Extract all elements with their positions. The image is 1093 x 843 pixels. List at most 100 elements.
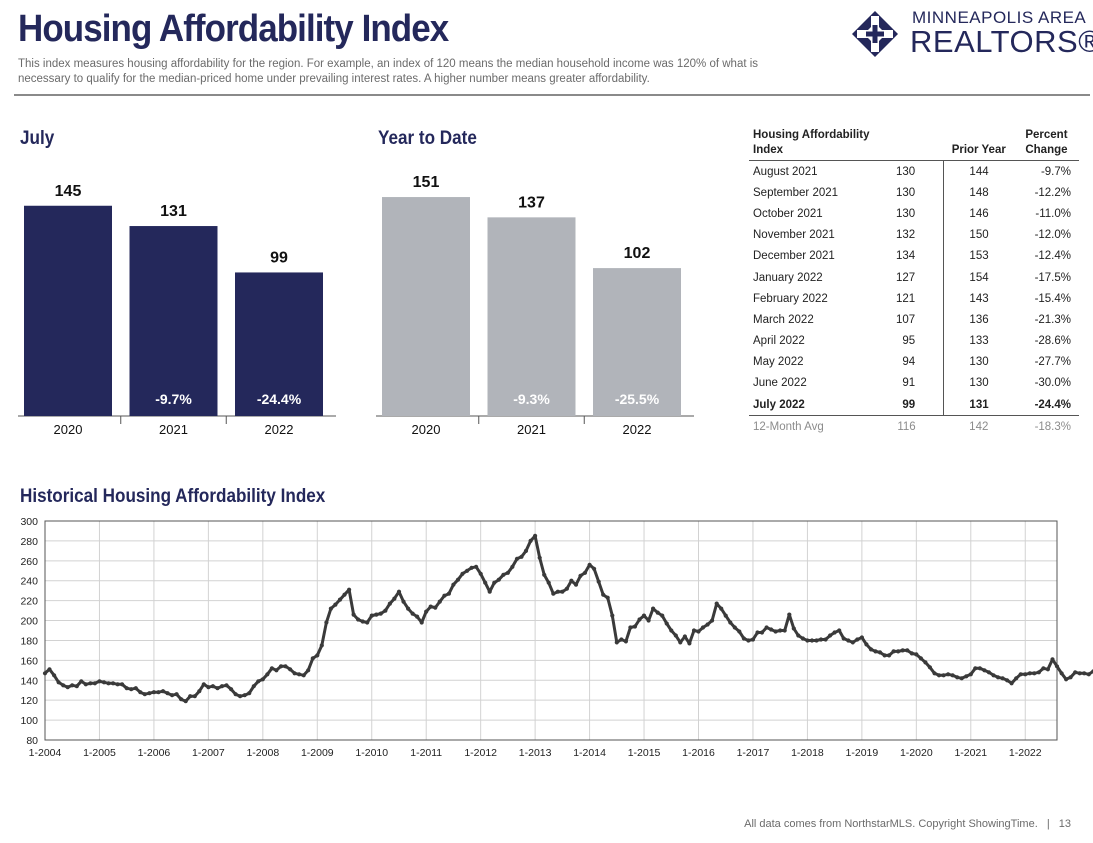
- data-point: [1068, 675, 1073, 680]
- table-cell-month: May 2022: [753, 356, 804, 369]
- data-point: [369, 613, 374, 618]
- data-point: [605, 595, 610, 600]
- data-point: [469, 565, 474, 570]
- table-row: February 2022 121 143 -15.4%: [749, 288, 1079, 310]
- data-point: [936, 673, 942, 678]
- data-point: [501, 572, 506, 577]
- realtors-logo: [852, 11, 898, 57]
- data-point: [773, 629, 778, 634]
- data-point: [1086, 672, 1091, 677]
- table-cell-percent-change: -15.4%: [1034, 292, 1071, 305]
- data-point: [823, 637, 828, 642]
- data-point: [555, 589, 560, 594]
- x-tick-label: 1-2014: [573, 747, 606, 759]
- data-point: [750, 637, 756, 642]
- data-point: [210, 684, 215, 689]
- data-point: [1054, 664, 1060, 669]
- table-cell-percent-change: -12.4%: [1034, 250, 1071, 263]
- table-cell-prior-year: 153: [943, 245, 1014, 267]
- data-point: [891, 649, 896, 654]
- data-point: [619, 637, 624, 642]
- table-cell-percent-change: -28.6%: [1034, 335, 1071, 348]
- data-point: [478, 571, 483, 576]
- data-point: [365, 620, 370, 625]
- ytd-category-label: 2020: [412, 422, 441, 437]
- x-tick-label: 1-2005: [83, 747, 116, 759]
- data-point: [269, 666, 274, 671]
- y-tick-label: 220: [20, 596, 38, 608]
- y-tick-label: 140: [20, 675, 38, 687]
- header-divider: [14, 94, 1090, 96]
- table-cell-value: 127: [895, 271, 916, 284]
- data-point: [873, 649, 878, 654]
- data-point: [582, 570, 588, 575]
- table-row: November 2021 132 150 -12.0%: [749, 224, 1079, 246]
- x-tick-label: 1-2006: [138, 747, 171, 759]
- july-bar-value: 99: [270, 249, 288, 266]
- data-point: [428, 604, 433, 609]
- data-point: [610, 613, 615, 618]
- july-bar: [129, 226, 218, 416]
- table-cell-value: 95: [902, 335, 916, 348]
- data-point: [170, 693, 175, 698]
- data-point: [52, 673, 57, 678]
- table-cell-month: January 2022: [753, 271, 823, 284]
- table-header-value: [887, 128, 944, 161]
- table-cell-month: September 2021: [753, 186, 839, 199]
- data-point: [732, 625, 737, 630]
- x-tick-label: 1-2008: [246, 747, 279, 759]
- data-point: [274, 668, 279, 673]
- data-point: [728, 620, 733, 625]
- table-row: June 2022 91 130 -30.0%: [749, 372, 1079, 395]
- data-point: [160, 689, 166, 694]
- data-point: [905, 648, 910, 653]
- data-point: [601, 592, 606, 597]
- data-point: [47, 667, 52, 672]
- data-point: [755, 630, 760, 635]
- table-cell-month: 12-Month Avg: [753, 420, 824, 433]
- data-point: [868, 647, 874, 652]
- data-point: [660, 613, 665, 618]
- y-tick-label: 260: [20, 556, 38, 568]
- data-point: [927, 665, 933, 670]
- data-point: [328, 606, 333, 611]
- data-point: [746, 638, 751, 643]
- y-tick-label: 280: [20, 536, 38, 548]
- x-tick-label: 1-2020: [900, 747, 933, 759]
- data-point: [151, 690, 156, 695]
- data-point: [442, 593, 447, 598]
- data-point: [406, 606, 411, 611]
- data-point: [573, 582, 579, 587]
- data-point: [964, 674, 969, 679]
- data-point: [383, 608, 388, 613]
- data-point: [315, 653, 320, 658]
- affordability-table: Housing Affordability Index Prior Year P…: [749, 128, 1079, 437]
- ytd-chart-title: Year to Date: [378, 128, 477, 149]
- data-point: [120, 682, 125, 687]
- data-point: [641, 613, 647, 618]
- ytd-bar-value: 151: [413, 174, 440, 191]
- data-point: [1014, 676, 1019, 681]
- july-chart-title: July: [20, 128, 55, 149]
- data-point: [1073, 670, 1078, 675]
- data-point: [455, 577, 461, 582]
- table-row: May 2022 94 130 -27.7%: [749, 351, 1079, 373]
- data-point: [165, 691, 170, 696]
- table-cell-month: October 2021: [753, 207, 823, 220]
- data-point: [219, 684, 225, 689]
- ytd-bar: [593, 268, 681, 416]
- data-point: [537, 555, 542, 560]
- data-point: [1027, 671, 1032, 676]
- data-point: [1041, 666, 1046, 671]
- data-point: [533, 533, 538, 538]
- data-point: [837, 628, 842, 633]
- data-point: [65, 685, 70, 690]
- data-point: [260, 677, 265, 682]
- data-point: [673, 633, 678, 638]
- data-point: [855, 637, 860, 642]
- ytd-bar-change: -25.5%: [615, 391, 660, 407]
- data-point: [342, 592, 347, 597]
- table-row-average: 12-Month Avg 116 142 -18.3%: [749, 416, 1079, 438]
- data-point: [142, 692, 147, 697]
- data-point: [950, 673, 955, 678]
